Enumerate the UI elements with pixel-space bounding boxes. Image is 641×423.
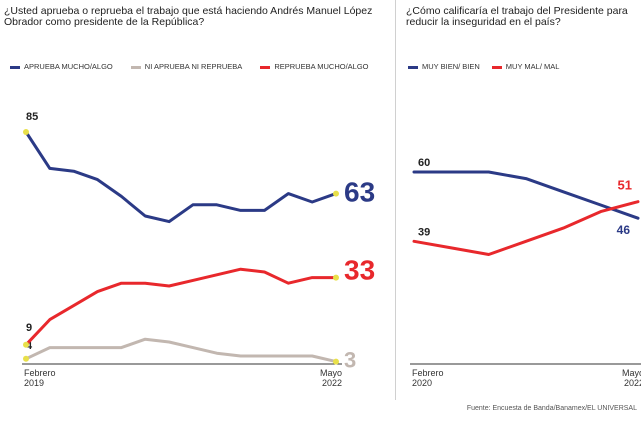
security-question: ¿Cómo calificaría el trabajo del Preside… — [406, 5, 628, 28]
end-value-label-1: 3 — [344, 348, 356, 373]
start-value-label-1: 39 — [418, 226, 430, 238]
start-value-label-0: 60 — [418, 157, 430, 169]
start-value-label-2: 9 — [26, 322, 32, 334]
legend-label-disapprove: REPRUEBA MUCHO/ALGO — [274, 62, 369, 71]
legend-swatch-approve — [10, 66, 20, 69]
start-value-label-1: 4 — [26, 340, 33, 352]
end-value-label-2: 33 — [344, 255, 375, 286]
end-point-marker-1 — [333, 358, 339, 365]
security-legend: MUY BIEN/ BIEN MUY MAL/ MAL — [408, 63, 559, 71]
legend-label-good: MUY BIEN/ BIEN — [422, 62, 480, 71]
series-line-2 — [24, 267, 338, 347]
start-point-marker-1 — [23, 355, 29, 362]
x-start-label: Febrero 2020 — [412, 368, 444, 388]
legend-item-neither: NI APRUEBA NI REPRUEBA — [130, 62, 243, 71]
legend-swatch-neither — [130, 66, 141, 69]
legend-label-approve: APRUEBA MUCHO/ALGO — [24, 62, 113, 71]
legend-label-neither: NI APRUEBA NI REPRUEBA — [144, 62, 243, 71]
end-value-label-0: 46 — [617, 223, 631, 237]
series-line-1 — [412, 200, 640, 256]
x-start-label-line-1: 2019 — [24, 378, 44, 388]
legend-swatch-good — [408, 66, 418, 69]
x-end-label-line-1: 2022 — [624, 378, 641, 388]
x-end-label-line-1: 2022 — [322, 378, 342, 388]
series-line-1 — [24, 337, 338, 364]
x-start-label-line-1: 2020 — [412, 378, 432, 388]
legend-item-good: MUY BIEN/ BIEN — [408, 63, 480, 71]
x-start-label-line-0: Febrero — [24, 368, 56, 378]
x-end-label-line-0: Mayo — [622, 368, 641, 378]
end-point-marker-2 — [333, 274, 339, 281]
legend-item-disapprove: REPRUEBA MUCHO/ALGO — [260, 62, 369, 71]
x-start-label-line-0: Febrero — [412, 368, 444, 378]
approval-chart-panel: ¿Usted aprueba o reprueba el trabajo que… — [4, 0, 396, 400]
approval-legend: APRUEBA MUCHO/ALGO NI APRUEBA NI REPRUEB… — [10, 63, 369, 71]
legend-item-bad: MUY MAL/ MAL — [491, 62, 560, 71]
legend-swatch-bad — [491, 66, 502, 69]
security-chart-panel: ¿Cómo calificaría el trabajo del Preside… — [402, 0, 641, 400]
approval-question: ¿Usted aprueba o reprueba el trabajo que… — [4, 5, 373, 28]
start-point-marker-2 — [23, 341, 29, 348]
end-value-label-1: 51 — [618, 178, 632, 193]
series-line-0 — [412, 170, 640, 220]
approval-line-chart: 85 63 4 3 9 33 Febrero 2019 Mayo 2022 — [22, 111, 375, 388]
start-value-label-0: 85 — [26, 111, 38, 123]
x-start-label: Febrero 2019 — [24, 368, 56, 388]
legend-item-approve: APRUEBA MUCHO/ALGO — [10, 63, 113, 71]
end-value-label-0: 63 — [344, 177, 375, 208]
legend-swatch-disapprove — [260, 66, 271, 69]
source-note: Fuente: Encuesta de Banda/Banamex/EL UNI… — [466, 405, 637, 412]
series-line-0 — [24, 130, 338, 224]
x-end-label-line-0: Mayo — [320, 368, 342, 378]
end-point-marker-0 — [333, 190, 339, 197]
legend-label-bad: MUY MAL/ MAL — [505, 62, 560, 71]
start-point-marker-0 — [23, 129, 29, 135]
